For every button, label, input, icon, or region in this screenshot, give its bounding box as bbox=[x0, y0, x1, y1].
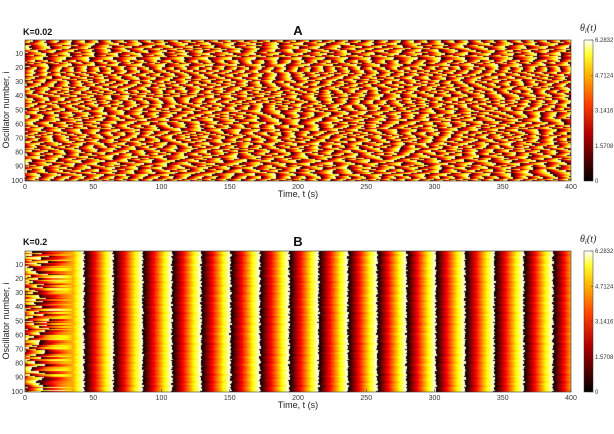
x-tick-label: 100 bbox=[156, 184, 168, 191]
y-tick-label: 90 bbox=[15, 164, 23, 171]
y-tick-label: 30 bbox=[15, 79, 23, 86]
colorbar-tick-label: 6.2832 bbox=[595, 38, 614, 44]
panel-a-x-ticks: 0 50 100 150 200 250 300 350 400 bbox=[23, 178, 577, 191]
panel-b-colorbar-title: θi(t) bbox=[580, 234, 597, 246]
y-tick-label: 20 bbox=[15, 65, 23, 72]
colorbar-tick-label: 4.7124 bbox=[595, 284, 614, 290]
panel-b-y-label: Oscillator number, i bbox=[1, 282, 11, 359]
x-tick-label: 0 bbox=[23, 184, 27, 191]
panel-a-colorbar-ticks: 0 1.5708 3.1416 4.7124 6.2832 bbox=[591, 38, 614, 185]
y-tick-label: 50 bbox=[15, 318, 23, 325]
y-tick-label: 100 bbox=[11, 389, 23, 396]
y-tick-label: 80 bbox=[15, 361, 23, 368]
panel-b-x-ticks: 0 50 100 150 200 250 300 350 400 bbox=[23, 389, 577, 402]
y-tick-label: 20 bbox=[15, 276, 23, 283]
heatmap-image bbox=[25, 40, 571, 181]
panel-a-x-label: Time, t (s) bbox=[278, 189, 318, 199]
panel-a: A K=0.02 0 50 100 150 200 250 300 350 400 102030… bbox=[1, 23, 614, 199]
colorbar-tick-label: 0 bbox=[595, 390, 599, 396]
panel-b-colorbar-ticks: 0 1.5708 3.1416 4.7124 6.2832 bbox=[591, 249, 614, 396]
panel-b: B K=0.2 0 50 100 150 200 250 300 350 400 1020304… bbox=[1, 234, 614, 410]
heatmap-image bbox=[25, 251, 571, 392]
panel-b-label: B bbox=[293, 234, 302, 249]
x-tick-label: 250 bbox=[360, 184, 372, 191]
panel-a-label: A bbox=[293, 23, 303, 38]
panel-a-y-label: Oscillator number, i bbox=[1, 71, 11, 148]
x-tick-label: 200 bbox=[292, 184, 304, 191]
x-tick-label: 100 bbox=[156, 395, 168, 402]
x-tick-label: 150 bbox=[224, 184, 236, 191]
panel-a-heatmap bbox=[25, 40, 571, 181]
x-tick-label: 300 bbox=[429, 184, 441, 191]
x-tick-label: 50 bbox=[89, 184, 97, 191]
y-tick-label: 90 bbox=[15, 375, 23, 382]
x-tick-label: 350 bbox=[497, 184, 509, 191]
colorbar-tick-label: 6.2832 bbox=[595, 249, 614, 255]
x-tick-label: 150 bbox=[224, 395, 236, 402]
colorbar-tick-label: 1.5708 bbox=[595, 355, 614, 361]
y-tick-label: 60 bbox=[15, 121, 23, 128]
colorbar-tick-label: 0 bbox=[595, 179, 599, 185]
x-tick-label: 350 bbox=[497, 395, 509, 402]
y-tick-label: 50 bbox=[15, 107, 23, 114]
x-tick-label: 300 bbox=[429, 395, 441, 402]
panel-a-y-ticks: 10 20 30 40 50 60 70 80 90 100 bbox=[11, 51, 28, 185]
y-tick-label: 10 bbox=[15, 51, 23, 58]
y-tick-label: 100 bbox=[11, 178, 23, 185]
y-tick-label: 30 bbox=[15, 290, 23, 297]
panel-b-heatmap bbox=[25, 251, 571, 392]
colorbar-tick-label: 4.7124 bbox=[595, 73, 614, 79]
y-tick-label: 70 bbox=[15, 135, 23, 142]
y-tick-label: 40 bbox=[15, 93, 23, 100]
x-tick-label: 200 bbox=[292, 395, 304, 402]
panel-a-k-annotation: K=0.02 bbox=[23, 27, 52, 37]
colorbar-tick-label: 3.1416 bbox=[595, 109, 614, 115]
panel-a-colorbar-title: θi(t) bbox=[580, 23, 597, 35]
y-tick-label: 70 bbox=[15, 346, 23, 353]
colorbar-tick-label: 1.5708 bbox=[595, 144, 614, 150]
x-tick-label: 50 bbox=[89, 395, 97, 402]
panel-b-y-ticks: 10 20 30 40 50 60 70 80 90 100 bbox=[11, 262, 28, 396]
x-tick-label: 0 bbox=[23, 395, 27, 402]
panel-b-k-annotation: K=0.2 bbox=[23, 237, 47, 247]
x-tick-label: 400 bbox=[565, 395, 577, 402]
panel-b-x-label: Time, t (s) bbox=[278, 400, 318, 410]
colorbar-tick-label: 3.1416 bbox=[595, 320, 614, 326]
y-tick-label: 10 bbox=[15, 262, 23, 269]
x-tick-label: 250 bbox=[360, 395, 372, 402]
y-tick-label: 60 bbox=[15, 332, 23, 339]
x-tick-label: 400 bbox=[565, 184, 577, 191]
y-tick-label: 80 bbox=[15, 150, 23, 157]
y-tick-label: 40 bbox=[15, 304, 23, 311]
